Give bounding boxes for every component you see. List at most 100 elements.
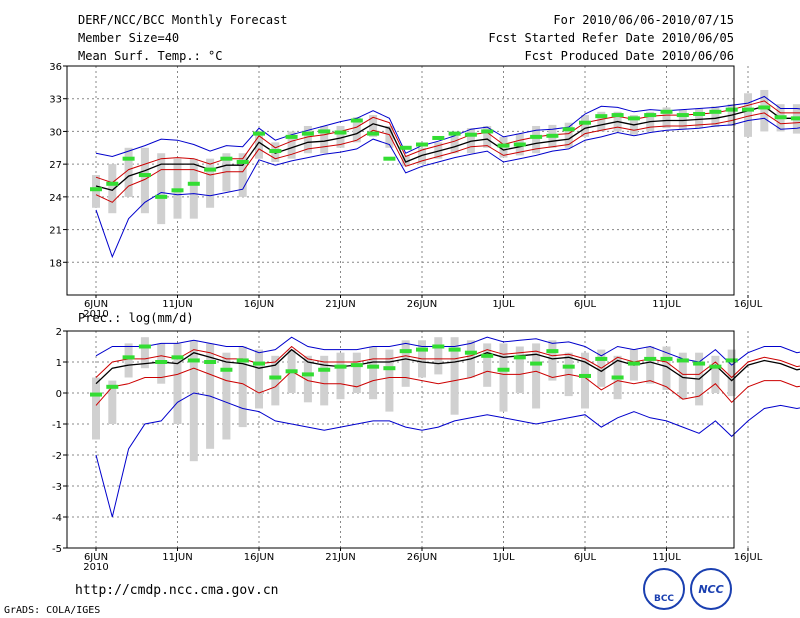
p1-box xyxy=(222,153,231,192)
p1-median-marker xyxy=(301,131,314,136)
p2-median-marker xyxy=(204,360,217,364)
p2-median-marker xyxy=(187,358,200,363)
p2-median-marker xyxy=(693,361,706,366)
p2-x-tick-label: 26JUN xyxy=(407,552,437,563)
forecast-period: For 2010/06/06-2010/07/15 xyxy=(553,13,734,27)
p1-x-year-label: 2010 xyxy=(83,309,108,320)
p2-upper-spread-line xyxy=(95,345,800,379)
variable-label-bottom: Prec.: log(mm/d) xyxy=(78,311,194,325)
p1-box xyxy=(206,158,215,208)
p1-x-tick-label: 21JUN xyxy=(325,299,355,310)
p1-median-marker xyxy=(318,129,331,134)
p2-median-marker xyxy=(546,349,559,354)
p1-median-marker xyxy=(530,134,543,139)
p2-x-tick-label: 11JUN xyxy=(162,552,192,563)
p1-median-marker xyxy=(562,127,575,132)
p1-box xyxy=(320,125,329,154)
p1-x-tick-label: 6JUL xyxy=(574,299,597,310)
p1-y-tick-label: 33 xyxy=(49,95,62,106)
p1-median-marker xyxy=(611,113,624,118)
p2-median-marker xyxy=(253,361,265,366)
p2-median-marker xyxy=(562,364,575,369)
p1-median-marker xyxy=(383,156,396,161)
p2-box xyxy=(711,355,720,393)
p2-box xyxy=(401,340,410,387)
p1-box xyxy=(450,133,459,154)
grads-credit: GrADS: COLA/IGES xyxy=(4,605,101,616)
forecast-start-date: Fcst Started Refer Date 2010/06/05 xyxy=(488,31,734,45)
p1-median-marker xyxy=(448,131,461,136)
p2-upper-envelope-line xyxy=(95,336,800,366)
p2-box xyxy=(532,343,541,409)
p2-box xyxy=(140,337,149,369)
p2-median-marker xyxy=(106,384,119,389)
p1-box xyxy=(369,115,378,137)
p1-x-tick-label: 11JUL xyxy=(652,299,681,310)
p1-box xyxy=(238,153,247,197)
p2-median-marker xyxy=(660,356,673,361)
p1-x-tick-label: 26JUN xyxy=(407,299,437,310)
p2-y-tick-label: -5 xyxy=(52,544,62,555)
p1-median-marker xyxy=(187,181,200,186)
p2-median-marker xyxy=(138,344,151,349)
p1-median-marker xyxy=(334,130,347,135)
p1-y-tick-label: 21 xyxy=(49,226,62,237)
p2-median-marker xyxy=(709,364,722,369)
p1-box xyxy=(744,93,752,137)
p2-y-tick-label: -3 xyxy=(52,482,62,493)
p2-lower-envelope-line xyxy=(95,392,800,518)
p1-median-marker xyxy=(432,135,445,140)
p2-median-marker xyxy=(301,372,314,377)
p1-box xyxy=(483,125,492,148)
p1-median-marker xyxy=(709,109,722,114)
p2-median-marker xyxy=(350,363,363,368)
p1-box xyxy=(564,122,573,148)
p2-box xyxy=(581,352,589,409)
p1-y-tick-label: 36 xyxy=(49,62,62,73)
p1-box xyxy=(303,125,312,154)
p2-median-marker xyxy=(513,355,526,360)
p2-median-marker xyxy=(155,360,168,364)
p2-x-year-label: 2010 xyxy=(83,562,108,573)
p1-median-marker xyxy=(399,145,412,150)
p2-ensemble-mean-line xyxy=(95,348,800,385)
p2-median-marker xyxy=(285,369,298,374)
p1-median-marker xyxy=(595,114,608,119)
p1-median-marker xyxy=(546,133,559,138)
p1-median-marker xyxy=(269,149,282,154)
p2-box xyxy=(646,346,655,384)
p1-box xyxy=(189,158,198,219)
p2-box xyxy=(385,349,394,412)
p2-x-tick-label: 16JUN xyxy=(244,552,274,563)
p2-x-tick-label: 11JUL xyxy=(652,552,681,563)
p2-median-marker xyxy=(497,367,510,372)
footer-url[interactable]: http://cmdp.ncc.cma.gov.cn xyxy=(75,583,279,598)
p1-box xyxy=(711,106,720,128)
p2-plot-frame xyxy=(66,330,735,549)
p1-box xyxy=(255,131,263,159)
p2-median-marker xyxy=(432,344,445,349)
p1-box xyxy=(287,131,296,159)
p1-median-marker xyxy=(253,131,265,136)
p2-median-marker xyxy=(676,358,689,363)
p1-y-tick-label: 18 xyxy=(49,258,62,269)
p2-y-tick-label: 1 xyxy=(56,358,62,369)
p1-box xyxy=(385,125,394,148)
p2-box xyxy=(450,337,459,415)
member-size: Member Size=40 xyxy=(78,31,180,45)
p1-box xyxy=(92,175,100,208)
p1-box xyxy=(662,107,671,129)
p2-median-marker xyxy=(90,392,102,397)
p2-box xyxy=(271,355,280,406)
p2-median-marker xyxy=(530,361,543,366)
p1-median-marker xyxy=(350,118,363,123)
p2-x-tick-label: 6JUN xyxy=(84,552,108,563)
p1-plot-frame xyxy=(66,65,735,296)
p1-median-marker xyxy=(481,129,494,134)
p1-median-marker xyxy=(758,105,771,110)
p1-median-marker xyxy=(693,111,706,116)
p2-median-marker xyxy=(448,347,461,352)
p1-median-marker xyxy=(774,115,787,120)
p2-box xyxy=(483,343,492,387)
